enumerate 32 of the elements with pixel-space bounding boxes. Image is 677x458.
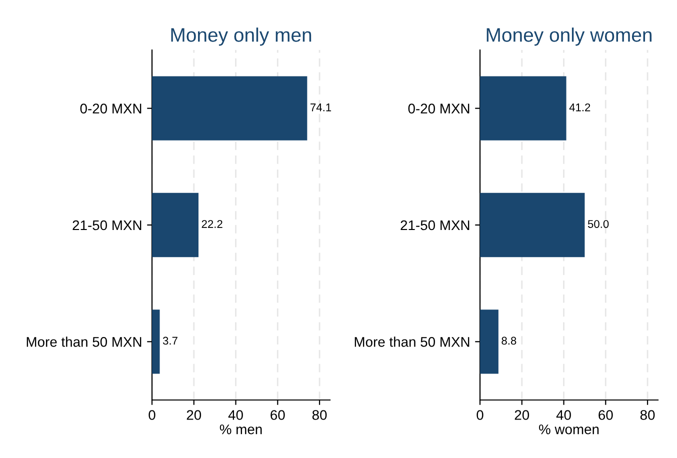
x-axis-title: % men	[220, 424, 262, 434]
y-tick-label: 21-50 MXN	[400, 220, 470, 230]
data-label: 74.1	[310, 104, 332, 112]
y-tick-label: 0-20 MXN	[408, 104, 470, 114]
x-tick-label: 0	[148, 410, 156, 420]
bar	[152, 192, 198, 258]
x-axis-title: % women	[539, 424, 599, 434]
data-label: 8.8	[502, 336, 516, 345]
bar	[480, 310, 498, 374]
x-tick-label: 40	[228, 410, 243, 420]
bar	[152, 310, 160, 374]
x-tick-label: 80	[312, 410, 327, 420]
y-tick-label: More than 50 MXN	[354, 336, 470, 347]
bar	[480, 76, 566, 140]
x-tick-label: 80	[640, 410, 655, 420]
data-label: 3.7	[162, 336, 178, 345]
y-tick-label: 21-50 MXN	[72, 220, 142, 230]
data-label: 50.0	[588, 220, 609, 228]
data-label: 41.2	[569, 103, 590, 112]
x-tick-label: 20	[186, 410, 202, 420]
x-tick-label: 40	[556, 410, 571, 420]
chart-title: Money only men	[171, 28, 312, 46]
x-tick-label: 60	[598, 410, 613, 420]
bar	[152, 76, 308, 140]
data-label: 22.2	[202, 220, 222, 228]
x-tick-label: 60	[270, 410, 285, 420]
y-tick-label: More than 50 MXN	[26, 336, 142, 347]
bar	[480, 192, 585, 258]
x-tick-label: 0	[476, 410, 484, 420]
y-tick-label: 0-20 MXN	[80, 104, 142, 114]
x-tick-label: 20	[514, 410, 530, 420]
chart-title: Money only women	[486, 28, 652, 46]
